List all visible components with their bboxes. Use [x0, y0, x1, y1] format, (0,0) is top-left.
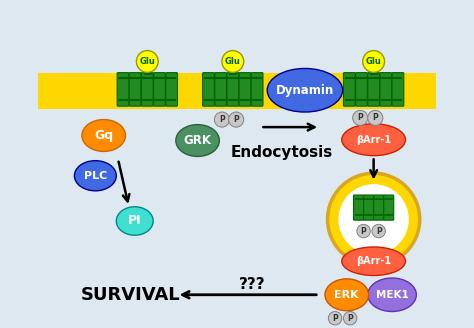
Text: P: P	[361, 227, 366, 236]
Text: MEK1: MEK1	[376, 290, 409, 300]
Circle shape	[353, 110, 368, 125]
Ellipse shape	[176, 125, 219, 156]
Ellipse shape	[267, 69, 343, 112]
FancyBboxPatch shape	[368, 72, 380, 106]
Circle shape	[328, 173, 420, 265]
Bar	[38, 73, 436, 109]
Text: βArr-1: βArr-1	[356, 135, 391, 145]
FancyBboxPatch shape	[364, 195, 374, 220]
Ellipse shape	[368, 278, 416, 312]
Circle shape	[328, 312, 342, 325]
Ellipse shape	[342, 247, 405, 276]
FancyBboxPatch shape	[380, 72, 392, 106]
Text: Endocytosis: Endocytosis	[230, 145, 333, 160]
FancyBboxPatch shape	[129, 72, 141, 106]
Circle shape	[214, 112, 229, 127]
Circle shape	[338, 184, 409, 255]
Circle shape	[344, 312, 357, 325]
Circle shape	[357, 224, 370, 238]
Text: Dynamin: Dynamin	[276, 84, 334, 97]
Text: SURVIVAL: SURVIVAL	[81, 286, 181, 304]
Text: P: P	[332, 314, 338, 323]
Text: PI: PI	[128, 215, 142, 228]
FancyBboxPatch shape	[215, 72, 227, 106]
Text: Glu: Glu	[365, 57, 382, 66]
FancyBboxPatch shape	[383, 195, 394, 220]
Circle shape	[137, 51, 158, 72]
Text: Glu: Glu	[139, 57, 155, 66]
Circle shape	[372, 224, 385, 238]
Text: P: P	[357, 113, 363, 122]
Text: ERK: ERK	[335, 290, 359, 300]
Text: PLC: PLC	[84, 171, 107, 181]
FancyBboxPatch shape	[392, 72, 404, 106]
Ellipse shape	[82, 120, 126, 152]
Circle shape	[368, 110, 383, 125]
Text: P: P	[233, 115, 239, 124]
Text: P: P	[376, 227, 382, 236]
Ellipse shape	[116, 207, 153, 235]
Text: βArr-1: βArr-1	[356, 256, 391, 266]
Ellipse shape	[325, 279, 369, 311]
FancyBboxPatch shape	[354, 195, 364, 220]
FancyBboxPatch shape	[227, 72, 239, 106]
Ellipse shape	[342, 124, 405, 155]
Circle shape	[363, 51, 384, 72]
Text: Glu: Glu	[225, 57, 241, 66]
Text: Gq: Gq	[94, 129, 113, 142]
Text: P: P	[219, 115, 225, 124]
Circle shape	[222, 51, 244, 72]
FancyBboxPatch shape	[141, 72, 153, 106]
FancyBboxPatch shape	[166, 72, 177, 106]
FancyBboxPatch shape	[374, 195, 383, 220]
FancyBboxPatch shape	[117, 72, 129, 106]
Ellipse shape	[74, 161, 116, 191]
Text: P: P	[347, 314, 353, 323]
FancyBboxPatch shape	[356, 72, 367, 106]
FancyBboxPatch shape	[344, 72, 355, 106]
FancyBboxPatch shape	[239, 72, 251, 106]
Text: ???: ???	[239, 277, 265, 292]
FancyBboxPatch shape	[202, 72, 214, 106]
Text: P: P	[373, 113, 378, 122]
Text: GRK: GRK	[183, 134, 211, 147]
FancyBboxPatch shape	[251, 72, 263, 106]
Circle shape	[228, 112, 244, 127]
FancyBboxPatch shape	[154, 72, 165, 106]
